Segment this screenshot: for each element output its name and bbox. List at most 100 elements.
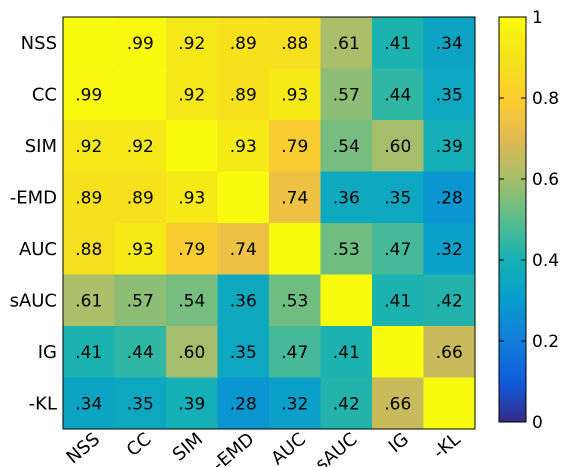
heatmap-cell (269, 377, 321, 430)
heatmap-cell (166, 274, 218, 327)
heatmap-cell (320, 223, 373, 275)
cell-value-label: .60 (178, 343, 205, 363)
heatmap-cell (217, 171, 270, 224)
cell-value-label: .93 (230, 137, 257, 157)
heatmap-cell (269, 68, 321, 121)
cell-value-label: .47 (384, 240, 411, 260)
column-label: -EMD (209, 429, 259, 467)
colorbar-ticks: 0 0.2 0.4 0.6 0.8 1 (499, 8, 559, 433)
colorbar-gradient (498, 16, 527, 423)
colorbar-tick-label: 1 (532, 8, 543, 28)
heatmap-cell (166, 17, 218, 69)
heatmap-cell (320, 171, 373, 224)
cell-value-label: .99 (127, 34, 154, 54)
cell-value-label: .34 (436, 34, 463, 54)
heatmap-cell (269, 274, 321, 327)
heatmap-cell (320, 377, 373, 430)
heatmap-cell (217, 68, 270, 121)
cell-value-label: .35 (384, 188, 411, 208)
cell-value-label: .54 (178, 291, 205, 311)
heatmap-cell (63, 68, 115, 121)
cell-value-label: .60 (384, 137, 411, 157)
heatmap-cell (63, 326, 115, 378)
cell-value-label: .57 (127, 291, 154, 311)
heatmap-cell (423, 326, 476, 378)
cell-value-label: .32 (436, 240, 463, 260)
colorbar: 0 0.2 0.4 0.6 0.8 1 (498, 8, 559, 433)
heatmap-cell (114, 171, 167, 224)
cell-value-label: .92 (75, 137, 102, 157)
cell-value-label: .42 (333, 394, 360, 414)
heatmap-cell (372, 120, 424, 172)
heatmap-cell (372, 274, 424, 327)
heatmap-cell (372, 377, 424, 430)
heatmap-cell (423, 68, 476, 121)
cell-value-label: .89 (127, 188, 154, 208)
heatmap-cell (320, 326, 373, 378)
heatmap-cell (63, 274, 115, 327)
heatmap-cell (269, 171, 321, 224)
heatmap-cell (63, 171, 115, 224)
cell-value-label: .28 (230, 394, 257, 414)
colorbar-tick-label: 0 (532, 413, 543, 433)
cell-value-label: .88 (281, 34, 308, 54)
cell-value-label: .79 (281, 137, 308, 157)
row-label: IG (38, 342, 57, 363)
row-label: AUC (19, 239, 57, 260)
cell-value-label: .32 (281, 394, 308, 414)
heatmap-cell (217, 274, 270, 327)
colorbar-tick-label: 0.6 (532, 170, 559, 190)
cell-value-label: .93 (281, 85, 308, 105)
heatmap-cell (114, 223, 167, 275)
cell-value-label: .35 (127, 394, 154, 414)
heatmap-cell (114, 120, 167, 172)
colorbar-tick-label: 0.4 (532, 251, 559, 271)
column-label: AUC (267, 429, 310, 467)
heatmap-cell (320, 274, 373, 327)
cell-value-label: .44 (127, 343, 154, 363)
cell-value-label: .66 (436, 343, 463, 363)
cell-value-label: .36 (230, 291, 257, 311)
row-label: CC (32, 84, 57, 105)
column-label: SIM (169, 429, 207, 466)
cell-value-label: .41 (75, 343, 102, 363)
heatmap-cell (423, 223, 476, 275)
cell-value-label: .53 (333, 240, 360, 260)
cell-value-label: .89 (230, 34, 257, 54)
heatmap-cell (372, 223, 424, 275)
cell-value-label: .88 (75, 240, 102, 260)
colorbar-tick-label: 0.8 (532, 89, 559, 109)
heatmap-cell (217, 17, 270, 69)
cell-value-label: .41 (333, 343, 360, 363)
heatmap-cell (423, 377, 476, 430)
heatmap-cell (423, 17, 476, 69)
cell-value-label: .66 (384, 394, 411, 414)
cell-value-label: .53 (281, 291, 308, 311)
heatmap-cell (63, 120, 115, 172)
heatmap-cell (114, 274, 167, 327)
column-label: IG (385, 429, 413, 457)
heatmap-cell (166, 223, 218, 275)
heatmap-cell (423, 120, 476, 172)
cell-value-label: .47 (281, 343, 308, 363)
heatmap-cell (166, 326, 218, 378)
heatmap-cell (372, 68, 424, 121)
row-labels: NSS CC SIM -EMD AUC sAUC IG -KL (10, 33, 57, 415)
heatmap-cell (217, 120, 270, 172)
plot-frame (62, 16, 476, 430)
cell-value-label: .99 (75, 85, 102, 105)
row-label: sAUC (10, 290, 57, 311)
cell-value-label: .92 (127, 137, 154, 157)
heatmap-cell (372, 17, 424, 69)
heatmap-cell (269, 120, 321, 172)
column-label: sAUC (312, 429, 362, 467)
heatmap-cell (166, 377, 218, 430)
cell-value-label: .89 (75, 188, 102, 208)
row-label: -EMD (10, 187, 57, 208)
cell-value-label: .28 (436, 188, 463, 208)
cell-value-label: .61 (333, 34, 360, 54)
cell-value-label: .74 (230, 240, 257, 260)
column-label: CC (123, 429, 156, 461)
heatmap-cell (372, 171, 424, 224)
